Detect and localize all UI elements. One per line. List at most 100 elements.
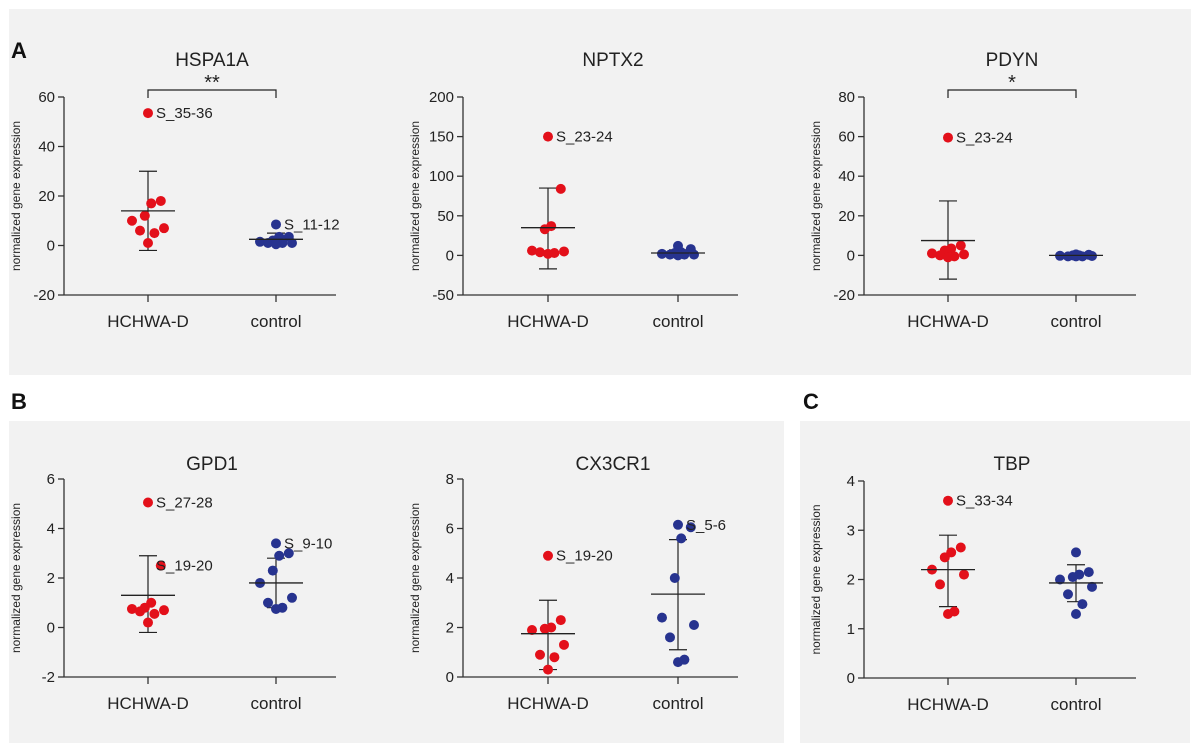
hspa1a-point-1-6 [263, 238, 273, 249]
pdyn-xtick-label-0: HCHWA-D [907, 312, 989, 331]
nptx2-point-1-8 [673, 250, 683, 261]
nptx2-ytick-label-0: -50 [432, 287, 454, 304]
tbp-point-0-1 [955, 542, 966, 553]
cx3cr1-point-0-6 [535, 649, 545, 660]
pdyn-significance-bracket [947, 89, 1077, 98]
gpd1-point-1-8 [271, 603, 281, 614]
cx3cr1-point-0-7 [549, 652, 560, 663]
gpd1-point-0-8 [143, 617, 153, 628]
hspa1a-ytick-label-4: 60 [38, 89, 55, 106]
hspa1a-annotation-1: S_11-12 [284, 216, 340, 233]
hspa1a-point-0-0 [143, 108, 153, 119]
cx3cr1-point-0-3 [539, 623, 550, 634]
cx3cr1-ytick-label-4: 8 [446, 471, 454, 488]
panel-label-a: A [11, 38, 27, 63]
hspa1a-point-0-1 [155, 195, 166, 206]
tbp-ytick-label-1: 1 [847, 621, 855, 638]
pdyn-ytick-label-5: 80 [838, 89, 855, 106]
panel-label-b: B [11, 389, 27, 414]
nptx2-ytick-label-5: 200 [429, 89, 454, 106]
panel-a-background [9, 9, 1191, 375]
cx3cr1-ylabel: normalized gene expression [408, 503, 422, 653]
tbp-point-0-5 [959, 569, 969, 580]
nptx2-ytick-label-2: 50 [437, 208, 454, 225]
nptx2-point-0-3 [539, 224, 550, 235]
cx3cr1-annotation-1: S_5-6 [686, 517, 726, 534]
cx3cr1-ytick-label-3: 6 [446, 521, 454, 538]
hspa1a-point-1-0 [271, 219, 281, 230]
gpd1-point-1-5 [287, 592, 297, 603]
pdyn-annotation-0: S_23-24 [956, 130, 1013, 147]
pdyn-point-0-4 [927, 248, 937, 259]
cx3cr1-point-1-4 [657, 612, 667, 623]
tbp-xtick-label-0: HCHWA-D [907, 695, 989, 714]
cx3cr1-ytick-label-1: 2 [446, 620, 454, 637]
pdyn-point-1-8 [1071, 251, 1081, 262]
pdyn-significance-stars: * [1008, 72, 1016, 94]
gpd1-point-1-3 [267, 565, 278, 576]
cx3cr1-xtick-label-0: HCHWA-D [507, 694, 589, 713]
pdyn-point-0-0 [943, 132, 953, 143]
hspa1a-xtick-label-1: control [250, 312, 301, 331]
pdyn-ytick-label-1: 0 [847, 247, 855, 264]
gpd1-point-0-1 [155, 560, 166, 571]
tbp-point-0-6 [935, 579, 945, 590]
tbp-ytick-label-3: 3 [847, 522, 855, 539]
gpd1-point-1-0 [271, 538, 281, 549]
hspa1a-point-0-5 [159, 223, 169, 234]
gpd1-point-0-4 [127, 603, 137, 614]
gpd1-ytick-label-3: 4 [47, 521, 55, 538]
pdyn-point-1-6 [1063, 251, 1073, 262]
nptx2-ytick-label-3: 100 [429, 168, 454, 185]
cx3cr1-point-0-5 [559, 639, 569, 650]
cx3cr1-point-0-1 [555, 615, 566, 626]
tbp-point-0-0 [943, 495, 953, 506]
nptx2-point-0-1 [555, 183, 566, 194]
gpd1-point-0-7 [149, 608, 160, 619]
gpd1-title: GPD1 [186, 454, 238, 475]
gpd1-point-1-2 [274, 550, 285, 561]
gpd1-point-0-5 [159, 605, 169, 616]
cx3cr1-point-1-1 [685, 522, 696, 533]
nptx2-point-0-4 [527, 245, 537, 256]
gpd1-ylabel: normalized gene expression [9, 503, 23, 653]
gpd1-ytick-label-4: 6 [47, 471, 55, 488]
cx3cr1-point-1-0 [673, 519, 683, 530]
nptx2-xtick-label-0: HCHWA-D [507, 312, 589, 331]
gpd1-point-0-6 [135, 606, 145, 617]
tbp-point-1-7 [1077, 599, 1088, 610]
tbp-ylabel: normalized gene expression [809, 504, 823, 654]
gpd1-ytick-label-0: -2 [42, 669, 55, 686]
tbp-point-1-0 [1071, 547, 1081, 558]
gpd1-annotation-1: S_19-20 [156, 558, 213, 575]
tbp-annotation-0: S_33-34 [956, 493, 1013, 510]
tbp-point-1-8 [1071, 608, 1081, 619]
gpd1-annotation-0: S_27-28 [156, 495, 213, 512]
tbp-point-1-3 [1067, 572, 1078, 583]
gpd1-xtick-label-1: control [250, 694, 301, 713]
pdyn-point-0-6 [935, 250, 945, 261]
pdyn-point-0-5 [959, 249, 969, 260]
pdyn-ytick-label-2: 20 [838, 208, 855, 225]
tbp-point-1-6 [1063, 589, 1073, 600]
tbp-point-1-5 [1087, 581, 1097, 592]
gpd1-ytick-label-1: 0 [47, 620, 55, 637]
tbp-ytick-label-2: 2 [847, 572, 855, 589]
gpd1-point-1-1 [283, 548, 294, 559]
gpd1-ytick-label-2: 2 [47, 570, 55, 587]
cx3cr1-point-1-8 [673, 657, 683, 668]
tbp-point-1-4 [1055, 574, 1065, 585]
nptx2-annotation-0: S_23-24 [556, 129, 613, 146]
cx3cr1-point-0-8 [543, 664, 553, 675]
hspa1a-point-0-2 [146, 198, 157, 209]
hspa1a-ytick-label-3: 40 [38, 139, 55, 156]
nptx2-point-0-8 [543, 248, 553, 259]
hspa1a-point-0-8 [143, 238, 153, 249]
cx3cr1-point-1-2 [676, 533, 687, 544]
panel-b-background [9, 421, 784, 743]
gpd1-xtick-label-0: HCHWA-D [107, 694, 189, 713]
cx3cr1-point-0-0 [543, 550, 553, 561]
hspa1a-point-0-6 [135, 225, 145, 236]
hspa1a-ytick-label-1: 0 [47, 238, 55, 255]
